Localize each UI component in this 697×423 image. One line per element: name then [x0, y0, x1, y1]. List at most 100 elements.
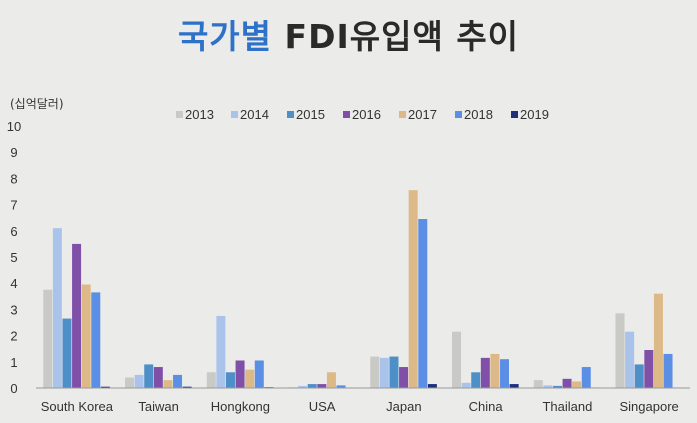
bar [182, 386, 192, 388]
y-tick-label: 0 [10, 381, 17, 396]
bar [552, 385, 562, 388]
bar [533, 380, 543, 388]
bar [389, 356, 399, 388]
bar [471, 372, 481, 388]
y-tick-label: 5 [10, 250, 17, 265]
bar [509, 384, 519, 388]
bar [134, 374, 144, 388]
bar [572, 381, 582, 388]
legend-label: 2018 [464, 107, 493, 122]
bar [254, 360, 264, 388]
bar [634, 364, 644, 388]
x-category-label: South Korea [41, 399, 114, 414]
bar-group [615, 293, 683, 389]
legend-label: 2017 [408, 107, 437, 122]
bar [461, 382, 471, 388]
bar [644, 350, 654, 388]
bar [43, 289, 53, 388]
legend-label: 2014 [240, 107, 269, 122]
legend-swatch [511, 111, 518, 118]
legend-swatch [343, 111, 350, 118]
x-category-label: China [469, 399, 504, 414]
legend-label: 2013 [185, 107, 214, 122]
bar [125, 377, 135, 388]
bar-group [533, 367, 601, 389]
bar [408, 190, 418, 388]
x-category-label: Singapore [619, 399, 678, 414]
x-category-label: Hongkong [211, 399, 270, 414]
legend-swatch [399, 111, 406, 118]
y-tick-label: 7 [10, 198, 17, 213]
bar [653, 293, 663, 388]
bar [418, 219, 428, 388]
title-part-country: 국가별 [177, 17, 273, 56]
bar [317, 384, 327, 388]
title-part-fdi: FDI유입액 추이 [284, 17, 520, 56]
bar [370, 356, 380, 388]
bar [307, 384, 317, 388]
bar [399, 367, 409, 388]
y-axis-unit-label: (십억달러) [10, 97, 64, 111]
y-tick-label: 4 [10, 276, 17, 291]
bar [452, 331, 462, 388]
y-tick-label: 3 [10, 302, 17, 317]
legend: 2013 2014 2015 2016 2017 2018 2019 [176, 107, 549, 122]
bar [490, 353, 500, 388]
bar [543, 385, 553, 388]
bar [245, 369, 255, 388]
bar [216, 315, 226, 388]
bar [206, 372, 216, 388]
chart-title: 국가별 FDI유입액 추이 [0, 10, 697, 58]
bar [562, 378, 572, 388]
y-axis-ticks: 0 1 2 3 4 5 6 7 8 9 10 [7, 119, 21, 396]
bar [144, 364, 154, 388]
x-category-label: Japan [386, 399, 421, 414]
legend-label: 2015 [296, 107, 325, 122]
y-tick-label: 1 [10, 355, 17, 370]
bar [235, 360, 245, 388]
bar [379, 357, 389, 388]
bar [52, 228, 62, 388]
y-tick-label: 9 [10, 145, 17, 160]
bar-group [288, 372, 356, 389]
bar [72, 243, 82, 388]
bar [615, 313, 625, 388]
y-tick-label: 2 [10, 329, 17, 344]
bar [81, 284, 91, 388]
legend-swatch [231, 111, 238, 118]
bar-group [370, 190, 437, 388]
legend-swatch [176, 111, 183, 118]
bar [62, 318, 72, 388]
bar-group [125, 364, 192, 388]
bar [500, 359, 510, 388]
bar-group [452, 331, 519, 388]
x-category-label: USA [309, 399, 336, 414]
legend-label: 2016 [352, 107, 381, 122]
bar [326, 372, 336, 388]
legend-swatch [455, 111, 462, 118]
bar [663, 353, 673, 388]
x-category-label: Taiwan [138, 399, 178, 414]
y-tick-label: 10 [7, 119, 21, 134]
bar [163, 380, 173, 388]
bar-group [43, 228, 110, 388]
bar [480, 357, 490, 388]
bar [427, 384, 437, 388]
bar [581, 367, 591, 388]
bars [43, 190, 683, 389]
y-tick-label: 6 [10, 224, 17, 239]
bar [153, 367, 163, 388]
bar [100, 386, 110, 388]
bar [625, 331, 635, 388]
x-axis-category-labels: South Korea Taiwan Hongkong USA Japan China Th… [41, 399, 679, 414]
bar [91, 292, 101, 388]
bar [225, 372, 235, 388]
bar [336, 385, 346, 388]
legend-swatch [287, 111, 294, 118]
legend-label: 2019 [520, 107, 549, 122]
bar [173, 374, 183, 388]
y-tick-label: 8 [10, 171, 17, 186]
x-category-label: Thailand [542, 399, 592, 414]
